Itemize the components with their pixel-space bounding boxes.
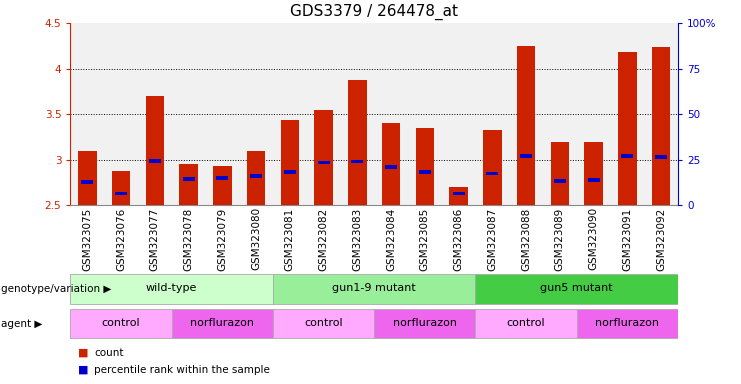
Bar: [70, 23, 104, 205]
Bar: [250, 174, 262, 178]
Bar: [216, 176, 228, 180]
Bar: [273, 274, 476, 304]
Bar: [611, 23, 644, 205]
Bar: [374, 23, 408, 205]
Bar: [516, 46, 536, 205]
Bar: [284, 170, 296, 174]
Bar: [419, 170, 431, 174]
Bar: [247, 151, 265, 205]
Bar: [172, 23, 205, 205]
Bar: [138, 23, 172, 205]
Text: GSM323088: GSM323088: [521, 207, 531, 271]
Text: agent ▶: agent ▶: [1, 318, 43, 329]
Bar: [374, 309, 476, 338]
Bar: [588, 178, 599, 182]
Bar: [476, 274, 678, 304]
Bar: [486, 172, 499, 175]
Text: control: control: [507, 318, 545, 328]
Text: percentile rank within the sample: percentile rank within the sample: [94, 365, 270, 375]
Bar: [551, 142, 569, 205]
Text: GSM323075: GSM323075: [82, 207, 93, 271]
Bar: [385, 166, 397, 169]
Title: GDS3379 / 264478_at: GDS3379 / 264478_at: [290, 4, 458, 20]
Bar: [182, 177, 195, 181]
Bar: [70, 309, 172, 338]
Bar: [652, 47, 671, 205]
Text: GSM323079: GSM323079: [217, 207, 227, 271]
Bar: [239, 23, 273, 205]
Bar: [115, 192, 127, 195]
Text: GSM323091: GSM323091: [622, 207, 632, 271]
Bar: [149, 159, 161, 162]
Bar: [70, 274, 273, 304]
Text: wild-type: wild-type: [146, 283, 197, 293]
Bar: [543, 23, 576, 205]
Bar: [340, 23, 374, 205]
Text: GSM323089: GSM323089: [555, 207, 565, 271]
Text: ■: ■: [78, 348, 88, 358]
Bar: [172, 309, 273, 338]
Bar: [273, 309, 374, 338]
Text: GSM323081: GSM323081: [285, 207, 295, 271]
Bar: [382, 123, 400, 205]
Bar: [622, 154, 634, 158]
Bar: [408, 23, 442, 205]
Text: GSM323082: GSM323082: [319, 207, 328, 271]
Bar: [644, 23, 678, 205]
Bar: [442, 23, 476, 205]
Text: gun5 mutant: gun5 mutant: [540, 283, 613, 293]
Text: genotype/variation ▶: genotype/variation ▶: [1, 284, 112, 294]
Text: ■: ■: [78, 365, 88, 375]
Text: GSM323092: GSM323092: [656, 207, 666, 271]
Bar: [179, 164, 198, 205]
Bar: [318, 161, 330, 164]
Bar: [453, 192, 465, 195]
Text: GSM323083: GSM323083: [352, 207, 362, 271]
Bar: [307, 23, 340, 205]
Text: GSM323080: GSM323080: [251, 207, 261, 270]
Text: count: count: [94, 348, 124, 358]
Text: GSM323077: GSM323077: [150, 207, 160, 271]
Bar: [273, 23, 307, 205]
Bar: [104, 23, 138, 205]
Bar: [449, 187, 468, 205]
Text: GSM323086: GSM323086: [453, 207, 464, 271]
Bar: [82, 180, 93, 184]
Text: GSM323090: GSM323090: [588, 207, 599, 270]
Text: norflurazon: norflurazon: [393, 318, 457, 328]
Text: norflurazon: norflurazon: [595, 318, 659, 328]
Bar: [476, 309, 576, 338]
Bar: [281, 120, 299, 205]
Text: GSM323078: GSM323078: [184, 207, 193, 271]
Text: control: control: [102, 318, 140, 328]
Bar: [145, 96, 164, 205]
Bar: [78, 151, 96, 205]
Bar: [618, 52, 637, 205]
Bar: [576, 309, 678, 338]
Text: GSM323076: GSM323076: [116, 207, 126, 271]
Bar: [416, 128, 434, 205]
Bar: [314, 110, 333, 205]
Text: GSM323087: GSM323087: [488, 207, 497, 271]
Bar: [585, 142, 603, 205]
Bar: [520, 154, 532, 158]
Text: control: control: [305, 318, 343, 328]
Bar: [351, 160, 363, 164]
Bar: [205, 23, 239, 205]
Bar: [213, 166, 232, 205]
Bar: [554, 179, 566, 183]
Bar: [112, 171, 130, 205]
Bar: [655, 155, 667, 159]
Text: GSM323084: GSM323084: [386, 207, 396, 271]
Text: GSM323085: GSM323085: [420, 207, 430, 271]
Text: norflurazon: norflurazon: [190, 318, 254, 328]
Bar: [576, 23, 611, 205]
Bar: [476, 23, 509, 205]
Bar: [348, 81, 367, 205]
Bar: [483, 130, 502, 205]
Bar: [509, 23, 543, 205]
Text: gun1-9 mutant: gun1-9 mutant: [332, 283, 416, 293]
